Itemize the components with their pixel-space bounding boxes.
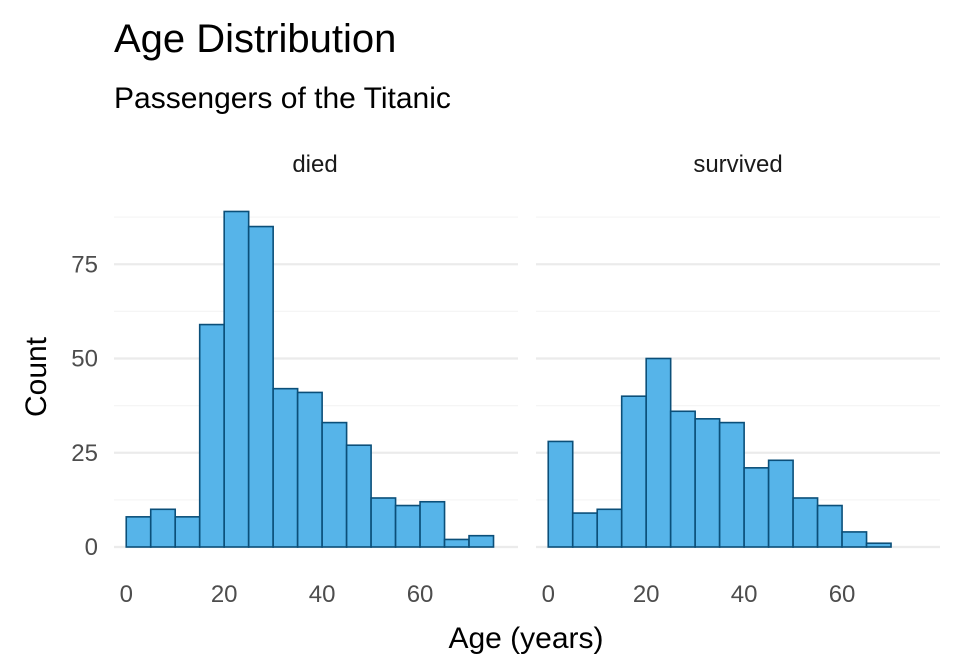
histogram-bar-died-35 — [296, 391, 323, 548]
histogram-bar-survived-35 — [718, 421, 745, 548]
histogram-bar-died-70 — [468, 534, 495, 548]
histogram-bar-died-40 — [321, 421, 348, 548]
histogram-bar-died-20 — [223, 210, 250, 548]
histogram-bar-survived-20 — [645, 357, 672, 548]
x-axis-title: Age (years) — [448, 622, 603, 655]
x-tick-label-survived-60: 60 — [829, 581, 856, 608]
y-tick-label-75: 75 — [71, 251, 98, 278]
histogram-bar-survived-60 — [841, 531, 868, 548]
histogram-bar-survived-15 — [620, 395, 647, 548]
histogram-bar-died-60 — [419, 500, 446, 548]
histogram-bar-died-25 — [247, 225, 274, 548]
histogram-bar-died-5 — [149, 508, 177, 548]
histogram-bar-survived-45 — [767, 459, 794, 548]
y-tick-label-0: 0 — [85, 534, 98, 561]
histogram-bar-survived-5 — [571, 512, 599, 548]
facet-label-survived: survived — [693, 151, 782, 178]
facet-panel-died — [114, 210, 518, 549]
histogram-bar-survived-55 — [816, 504, 843, 548]
histogram-bar-survived-0 — [547, 440, 574, 548]
histogram-bar-died-55 — [394, 504, 421, 548]
facet-label-died: died — [292, 151, 337, 178]
histogram-bar-died-0 — [125, 516, 152, 548]
chart-title: Age Distribution — [114, 17, 396, 61]
histogram-bar-survived-65 — [865, 542, 892, 548]
histogram-bar-survived-30 — [694, 418, 721, 548]
x-tick-label-died-60: 60 — [407, 581, 434, 608]
x-tick-label-died-20: 20 — [211, 581, 238, 608]
histogram-bar-died-45 — [345, 444, 372, 548]
histogram-bar-survived-40 — [743, 467, 770, 548]
histogram-bar-died-50 — [370, 497, 397, 548]
histogram-bar-died-10 — [174, 516, 201, 548]
x-tick-label-died-40: 40 — [309, 581, 336, 608]
x-axis-ticks: 0 20 40 60 0 20 40 60 — [120, 581, 856, 608]
facet-panel-survived — [536, 216, 940, 549]
y-tick-label-25: 25 — [71, 440, 98, 467]
histogram-bar-died-30 — [272, 387, 299, 548]
histogram-bar-survived-25 — [669, 410, 696, 548]
histogram-bar-survived-10 — [596, 508, 623, 548]
x-tick-label-survived-40: 40 — [731, 581, 758, 608]
histogram-bar-survived-50 — [792, 497, 819, 548]
y-axis-ticks: 0 25 50 75 — [71, 251, 98, 561]
x-tick-label-died-0: 0 — [120, 581, 133, 608]
x-tick-label-survived-20: 20 — [633, 581, 660, 608]
chart-subtitle: Passengers of the Titanic — [114, 82, 451, 115]
y-tick-label-50: 50 — [71, 346, 98, 373]
histogram-bar-died-15 — [198, 323, 225, 548]
y-axis-title: Count — [20, 336, 53, 417]
histogram-bar-died-65 — [443, 538, 470, 548]
x-tick-label-survived-0: 0 — [542, 581, 555, 608]
